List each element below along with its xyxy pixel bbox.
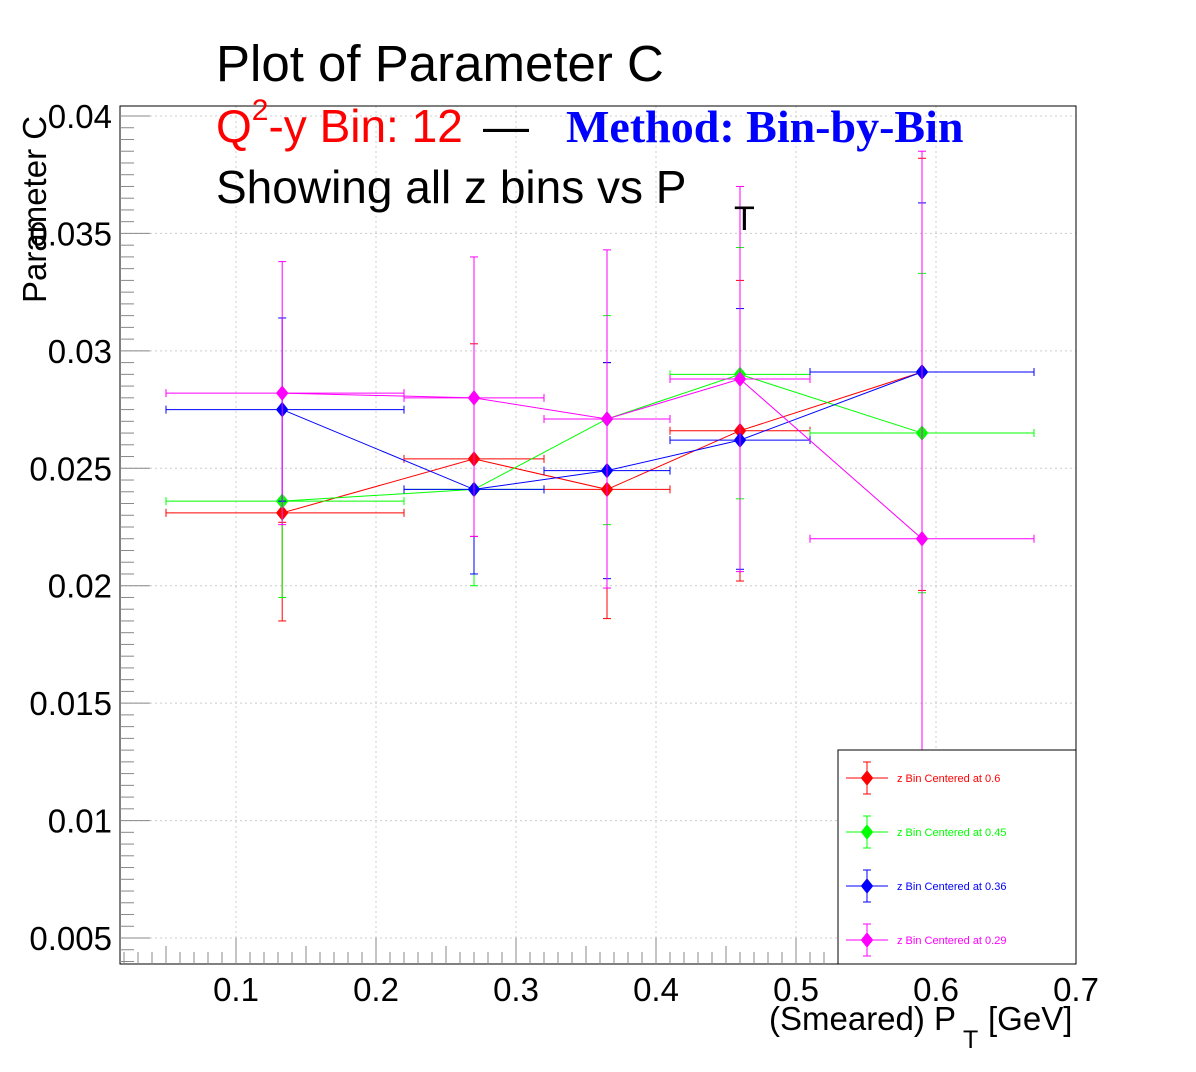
y-tick-label: 0.015	[29, 685, 112, 722]
y-tick-label: 0.005	[29, 920, 112, 957]
legend: z Bin Centered at 0.6 z Bin Centered at 0…	[837, 749, 1077, 965]
data-point	[600, 411, 614, 427]
y-tick-label: 0.02	[48, 568, 112, 605]
legend-marker	[860, 824, 874, 840]
y-tick-label: 0.04	[48, 98, 112, 135]
x-tick-label: 0.7	[1053, 971, 1099, 1008]
x-tick-label: 0.1	[213, 971, 259, 1008]
title-dash: —	[483, 100, 529, 152]
x-tick-label: 0.5	[773, 971, 819, 1008]
legend-item: z Bin Centered at 0.6	[846, 761, 1000, 795]
x-tick-label: 0.6	[913, 971, 959, 1008]
data-point	[467, 390, 481, 406]
data-point	[275, 385, 289, 401]
legend-marker	[860, 932, 874, 948]
legend-label: z Bin Centered at 0.29	[897, 935, 1006, 947]
legend-item: z Bin Centered at 0.45	[846, 815, 1006, 849]
data-point	[733, 371, 747, 387]
plot-frame	[119, 105, 1077, 965]
axis-tick-labels: 0.1 0.2 0.3 0.4 0.5 0.6 0.7 0.005 0.01 0.015 0.02 0…	[29, 98, 1099, 1008]
showing-label-sub: T	[734, 200, 755, 238]
y-tick-label: 0.01	[48, 803, 112, 840]
bin-label-rest: -y Bin: 12	[268, 100, 462, 152]
data-point	[915, 530, 929, 547]
chart-title: Plot of Parameter C	[216, 35, 664, 92]
legend-marker	[860, 878, 874, 894]
legend-item: z Bin Centered at 0.29	[846, 923, 1006, 957]
x-axis-label: (Smeared) P	[769, 1000, 956, 1037]
bin-label-sup: 2	[252, 94, 269, 127]
x-tick-label: 0.3	[493, 971, 539, 1008]
series-2	[165, 247, 1035, 598]
legend-label: z Bin Centered at 0.36	[897, 881, 1006, 893]
legend-marker	[860, 770, 874, 786]
bin-label-q: Q	[216, 100, 252, 152]
y-tick-label: 0.025	[29, 450, 112, 487]
method-label: Method: Bin-by-Bin	[566, 101, 963, 152]
legend-label: z Bin Centered at 0.6	[897, 773, 1000, 785]
y-tick-label: 0.03	[48, 333, 112, 370]
y-tick-label: 0.035	[29, 215, 112, 252]
x-axis-label-unit: [GeV]	[988, 1000, 1072, 1037]
x-axis-label-sub: T	[963, 1026, 978, 1054]
legend-box	[837, 749, 1077, 965]
legend-items: z Bin Centered at 0.6 z Bin Centered at 0…	[846, 761, 1006, 957]
bin-label: Q2-y Bin: 12	[216, 94, 463, 152]
legend-label: z Bin Centered at 0.45	[897, 827, 1006, 839]
y-axis-label: Parameter C	[16, 116, 53, 303]
x-tick-label: 0.2	[353, 971, 399, 1008]
showing-label: Showing all z bins vs P	[216, 161, 686, 213]
x-tick-label: 0.4	[633, 971, 679, 1008]
legend-item: z Bin Centered at 0.36	[846, 869, 1006, 903]
series-1	[165, 157, 1035, 622]
